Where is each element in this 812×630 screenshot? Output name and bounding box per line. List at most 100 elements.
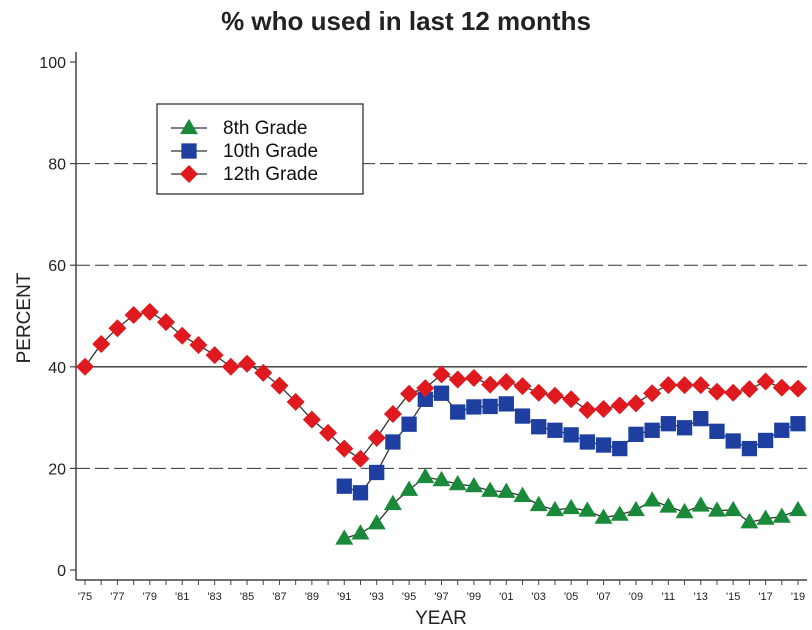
data-point xyxy=(595,437,612,453)
data-point xyxy=(644,422,660,438)
data-point xyxy=(643,384,662,403)
data-point xyxy=(157,313,176,332)
x-tick-label: '89 xyxy=(305,591,319,603)
data-point xyxy=(531,419,547,435)
data-point xyxy=(725,433,741,449)
data-point xyxy=(513,377,532,396)
x-tick-label: '15 xyxy=(726,591,740,603)
data-point xyxy=(180,118,198,135)
data-point xyxy=(238,354,257,373)
data-point xyxy=(369,464,385,481)
x-tick-label: '97 xyxy=(434,591,448,603)
data-point xyxy=(464,477,483,493)
data-point xyxy=(643,491,662,507)
data-point xyxy=(497,482,516,498)
data-point xyxy=(448,370,467,389)
y-tick-label: 60 xyxy=(48,258,66,275)
data-point xyxy=(417,391,433,407)
data-point xyxy=(691,496,710,512)
data-point xyxy=(400,480,419,496)
data-point xyxy=(448,474,467,491)
data-point xyxy=(336,478,352,494)
x-tick-label: '75 xyxy=(78,591,92,603)
data-point xyxy=(693,410,709,427)
data-point xyxy=(594,399,613,418)
data-point xyxy=(481,481,500,497)
data-point xyxy=(400,384,419,403)
data-point xyxy=(545,386,564,405)
x-tick-label: '91 xyxy=(337,591,351,603)
data-point xyxy=(545,500,564,517)
series-10th-grade xyxy=(336,385,806,501)
x-tick-label: '05 xyxy=(564,591,578,603)
y-tick-label: 40 xyxy=(48,360,66,377)
data-point xyxy=(335,439,354,458)
data-point xyxy=(610,396,629,415)
y-tick-label: 0 xyxy=(57,563,66,580)
x-tick-label: '95 xyxy=(402,591,416,603)
data-point xyxy=(707,501,726,517)
data-point xyxy=(92,334,111,353)
data-point xyxy=(205,346,224,365)
data-point xyxy=(772,507,791,523)
data-point xyxy=(789,500,807,517)
x-tick-label: '01 xyxy=(499,591,513,603)
data-point xyxy=(416,379,435,398)
data-point xyxy=(319,423,338,442)
data-point xyxy=(286,392,305,411)
data-point xyxy=(740,513,759,529)
data-point xyxy=(790,416,806,432)
data-point xyxy=(432,365,451,384)
data-point xyxy=(482,398,498,415)
x-tick-label: '83 xyxy=(207,591,221,603)
data-point xyxy=(709,423,725,439)
legend-label: 8th Grade xyxy=(223,118,308,139)
data-point xyxy=(450,404,466,420)
data-point xyxy=(563,427,579,443)
data-point xyxy=(367,428,386,447)
data-point xyxy=(514,408,531,424)
data-point xyxy=(789,379,807,398)
data-point xyxy=(140,302,159,321)
data-point xyxy=(626,394,645,413)
data-point xyxy=(173,326,192,345)
data-point xyxy=(335,529,354,545)
data-point xyxy=(401,416,417,432)
data-point xyxy=(367,514,386,530)
x-tick-label: '17 xyxy=(758,591,772,603)
data-point xyxy=(383,494,402,511)
data-point xyxy=(659,376,678,395)
data-point xyxy=(529,383,548,402)
data-point xyxy=(660,416,677,432)
data-point xyxy=(757,432,774,449)
data-point xyxy=(547,422,563,438)
data-point xyxy=(124,305,143,324)
data-point xyxy=(578,400,597,419)
data-point xyxy=(497,373,516,392)
y-tick-label: 80 xyxy=(48,157,66,174)
legend-label: 10th Grade xyxy=(223,141,318,162)
data-point xyxy=(481,375,500,394)
data-point xyxy=(464,368,483,387)
data-point xyxy=(626,500,645,517)
y-tick-label: 20 xyxy=(48,461,66,478)
x-tick-label: '19 xyxy=(791,591,805,603)
data-point xyxy=(513,486,532,502)
data-point xyxy=(302,410,321,429)
data-point xyxy=(180,165,198,183)
data-point xyxy=(432,470,451,487)
y-axis-ticks: 0 20 40 60 80 100 xyxy=(39,55,76,580)
x-axis-ticks: '75 '77 '79 '81 '83 '85 '87 '89 '91 '93 '95 '97 '99 '… xyxy=(78,580,805,603)
data-point xyxy=(383,405,402,424)
y-tick-label: 100 xyxy=(39,55,66,72)
data-point xyxy=(724,383,743,402)
data-point xyxy=(221,357,240,376)
data-point xyxy=(385,434,401,450)
x-tick-label: '87 xyxy=(272,591,286,603)
x-tick-label: '99 xyxy=(467,591,481,603)
series-12th-grade xyxy=(76,302,807,468)
data-point xyxy=(529,495,548,512)
x-tick-label: '11 xyxy=(662,591,676,603)
